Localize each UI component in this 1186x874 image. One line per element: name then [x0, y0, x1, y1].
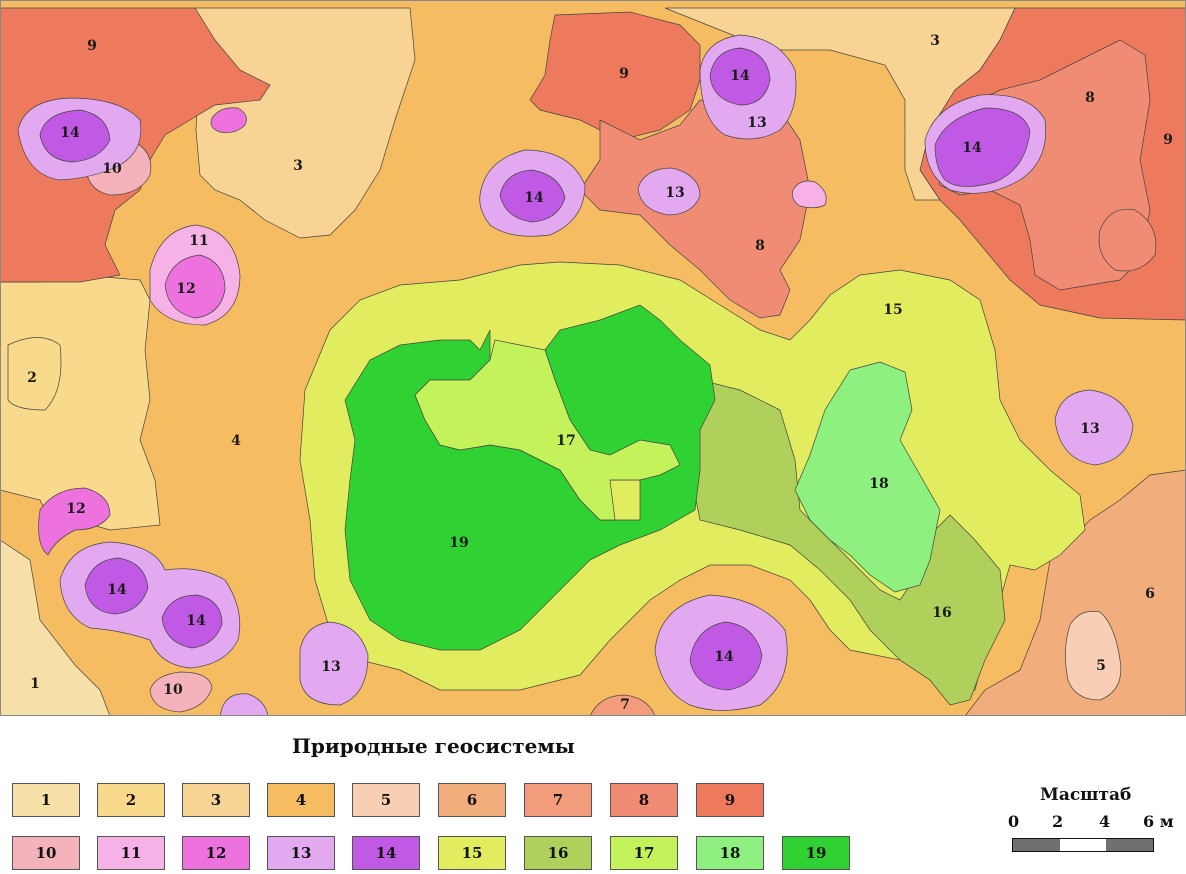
region-6	[964, 469, 1186, 716]
map-label: 13	[321, 659, 340, 675]
map-label: 9	[87, 38, 97, 54]
region-14-right	[934, 107, 1031, 187]
legend-swatch: 7	[524, 783, 592, 817]
legend-swatch: 15	[438, 836, 506, 870]
scale-tick: 0	[1008, 812, 1020, 831]
map-label: 14	[186, 613, 206, 629]
map-label: 14	[524, 190, 544, 206]
region-14-bottom-left-b	[161, 594, 223, 649]
map-label: 9	[619, 66, 629, 82]
legend-swatch: 13	[267, 836, 335, 870]
region-2-left-b	[7, 337, 62, 411]
map-label: 13	[747, 115, 766, 131]
map-label: 10	[163, 682, 183, 698]
region-13-bottom	[299, 621, 369, 706]
scale-segment	[1106, 839, 1154, 851]
legend-swatch: 5	[352, 783, 420, 817]
map-label: 12	[66, 501, 85, 517]
scale-title: Масштаб	[1040, 785, 1132, 805]
map-label: 3	[293, 158, 303, 174]
map-label: 4	[231, 433, 241, 449]
map-label: 13	[665, 185, 684, 201]
region-12-small	[210, 107, 247, 134]
scale-segment	[1059, 839, 1107, 851]
region-14-bottom-center	[689, 621, 763, 691]
region-14-bottom-left-a	[84, 557, 149, 615]
legend-swatch: 10	[12, 836, 80, 870]
map-label: 18	[869, 476, 888, 492]
geosystem-map: 9 3 9 3 14 14 13 10 3 14 14 13 8 9 8 11 …	[0, 0, 1186, 716]
map-label: 14	[107, 582, 127, 598]
legend-swatch: 16	[524, 836, 592, 870]
legend-swatch: 9	[696, 783, 764, 817]
map-label: 9	[1163, 132, 1173, 148]
region-9-top-center	[529, 11, 701, 141]
map-label: 8	[1085, 90, 1095, 106]
scale-tick: 6 м	[1143, 812, 1174, 831]
region-14-top-center	[709, 47, 771, 106]
region-17	[414, 339, 681, 521]
scale-bar	[1012, 838, 1154, 852]
map-label: 17	[556, 433, 575, 449]
region-13-mid-center	[637, 167, 701, 216]
map-label: 19	[449, 535, 468, 551]
legend-swatch: 14	[352, 836, 420, 870]
map-label: 3	[930, 33, 940, 49]
region-10-bottom-left	[149, 671, 213, 713]
region-7	[589, 694, 656, 716]
legend-swatch: 18	[696, 836, 764, 870]
map-label: 6	[1145, 586, 1155, 602]
legend-swatch: 8	[610, 783, 678, 817]
map-label: 2	[27, 370, 37, 386]
region-8-right-small	[1098, 208, 1157, 272]
scale-tick: 2	[1052, 812, 1064, 831]
map-label: 14	[714, 649, 734, 665]
scale-tick: 4	[1099, 812, 1111, 831]
map-labels: 9 3 9 3 14 14 13 10 3 14 14 13 8 9 8 11 …	[27, 33, 1173, 713]
legend-swatch: 12	[182, 836, 250, 870]
region-14-top-left	[39, 109, 111, 163]
map-label: 12	[176, 281, 195, 297]
map-label: 16	[932, 605, 951, 621]
map-label: 14	[60, 125, 80, 141]
map-label: 7	[620, 697, 630, 713]
region-1	[0, 539, 111, 716]
legend-swatch: 3	[182, 783, 250, 817]
map-label: 5	[1096, 658, 1106, 674]
region-18	[794, 361, 941, 593]
legend-swatch: 17	[610, 836, 678, 870]
map-label: 14	[962, 140, 982, 156]
map-label: 1	[30, 676, 40, 692]
region-12-small-b	[791, 180, 827, 209]
scale-segment	[1013, 839, 1060, 851]
legend-swatch: 1	[12, 783, 80, 817]
map-label: 8	[755, 238, 765, 254]
map-label: 14	[730, 68, 750, 84]
map-label: 13	[1080, 421, 1099, 437]
region-3-top-center	[194, 7, 416, 239]
legend-swatch: 11	[97, 836, 165, 870]
region-14-center	[499, 169, 566, 223]
legend-title: Природные геосистемы	[292, 734, 575, 758]
legend-swatch: 2	[97, 783, 165, 817]
region-13-bottom-small	[219, 693, 269, 716]
region-12-left	[38, 487, 111, 556]
map-label: 10	[102, 161, 122, 177]
map-label: 15	[883, 302, 902, 318]
legend-swatch: 4	[267, 783, 335, 817]
map-label: 11	[189, 233, 208, 249]
region-12-center	[164, 254, 226, 319]
legend-swatch: 19	[782, 836, 850, 870]
region-13-right	[1054, 389, 1134, 466]
legend-swatch: 6	[438, 783, 506, 817]
region-5	[1065, 610, 1122, 701]
